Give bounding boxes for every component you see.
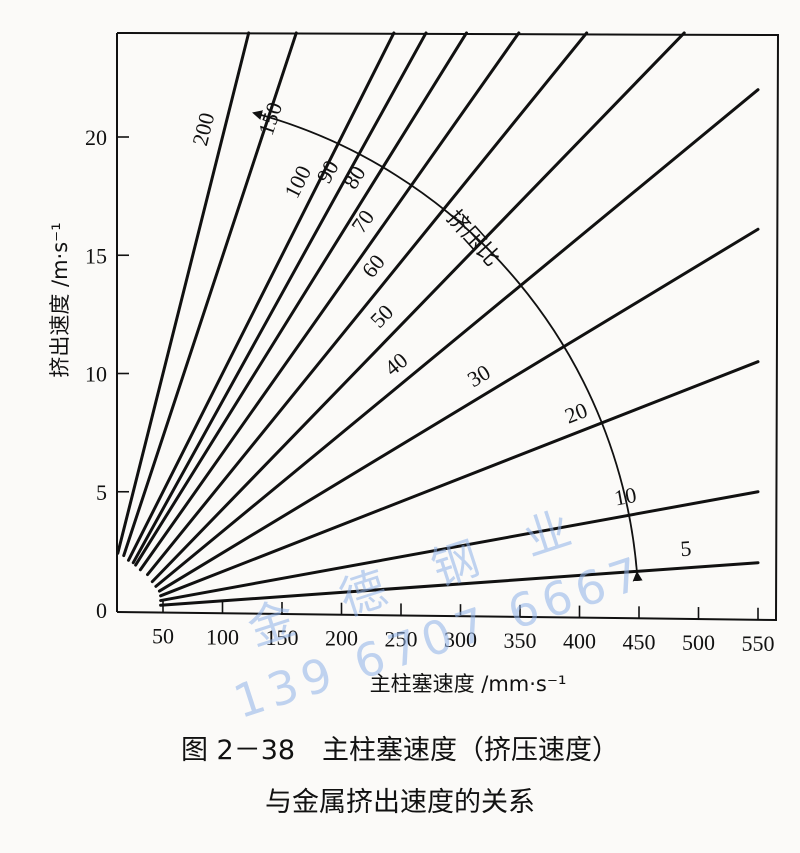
figure-caption-line2: 与金属挤出速度的关系 [265,787,535,818]
line-label-30: 30 [463,359,495,392]
extrusion-ratio-arc [252,110,643,582]
extrusion-ratio-arrow [252,110,643,582]
x-tick-label: 150 [266,625,299,650]
x-tick-label: 50 [152,624,174,649]
line-label-90: 90 [311,156,344,187]
ratio-line-50 [150,31,686,584]
ratio-line-40 [154,88,760,588]
extrusion-ratio-label: 挤压比 [441,206,504,272]
x-tick-label: 500 [682,630,715,655]
x-tick-label: 550 [742,631,775,656]
line-label-50: 50 [365,299,398,332]
line-label-40: 40 [380,347,413,380]
y-tick-label: 10 [85,362,107,387]
ratio-line-5 [159,561,760,607]
x-axis-label: 主柱塞速度 /mm·s⁻¹ [370,672,567,696]
x-tick-label: 300 [444,627,477,652]
y-tick-label: 20 [85,125,107,150]
ratio-line-30 [157,227,760,593]
x-tick-label: 400 [563,629,596,654]
x-tick-label: 250 [385,626,418,651]
y-axis-label: 挤出速度 /m·s⁻¹ [48,222,72,377]
y-tick-label: 5 [96,480,107,505]
ratio-line-80 [134,31,468,567]
axes-box [116,32,780,622]
line-label-200: 200 [187,110,219,148]
y-tick-label: 0 [96,598,107,623]
line-label-80: 80 [338,161,371,193]
line-label-70: 70 [346,205,379,237]
x-tick-label: 450 [623,629,656,654]
line-label-20: 20 [561,397,591,428]
figure-caption-line1: 图 2－38 主柱塞速度（挤压速度） [180,735,620,766]
x-tick-label: 350 [504,628,537,653]
x-tick-label: 200 [325,626,358,651]
plot-frame [116,32,780,622]
line-label-5: 5 [679,535,692,561]
y-tick-label: 15 [85,243,107,268]
line-label-150: 150 [253,99,287,138]
ratio-line-200 [116,31,251,555]
ratio-line-60 [146,31,589,577]
x-tick-label: 100 [206,624,239,649]
